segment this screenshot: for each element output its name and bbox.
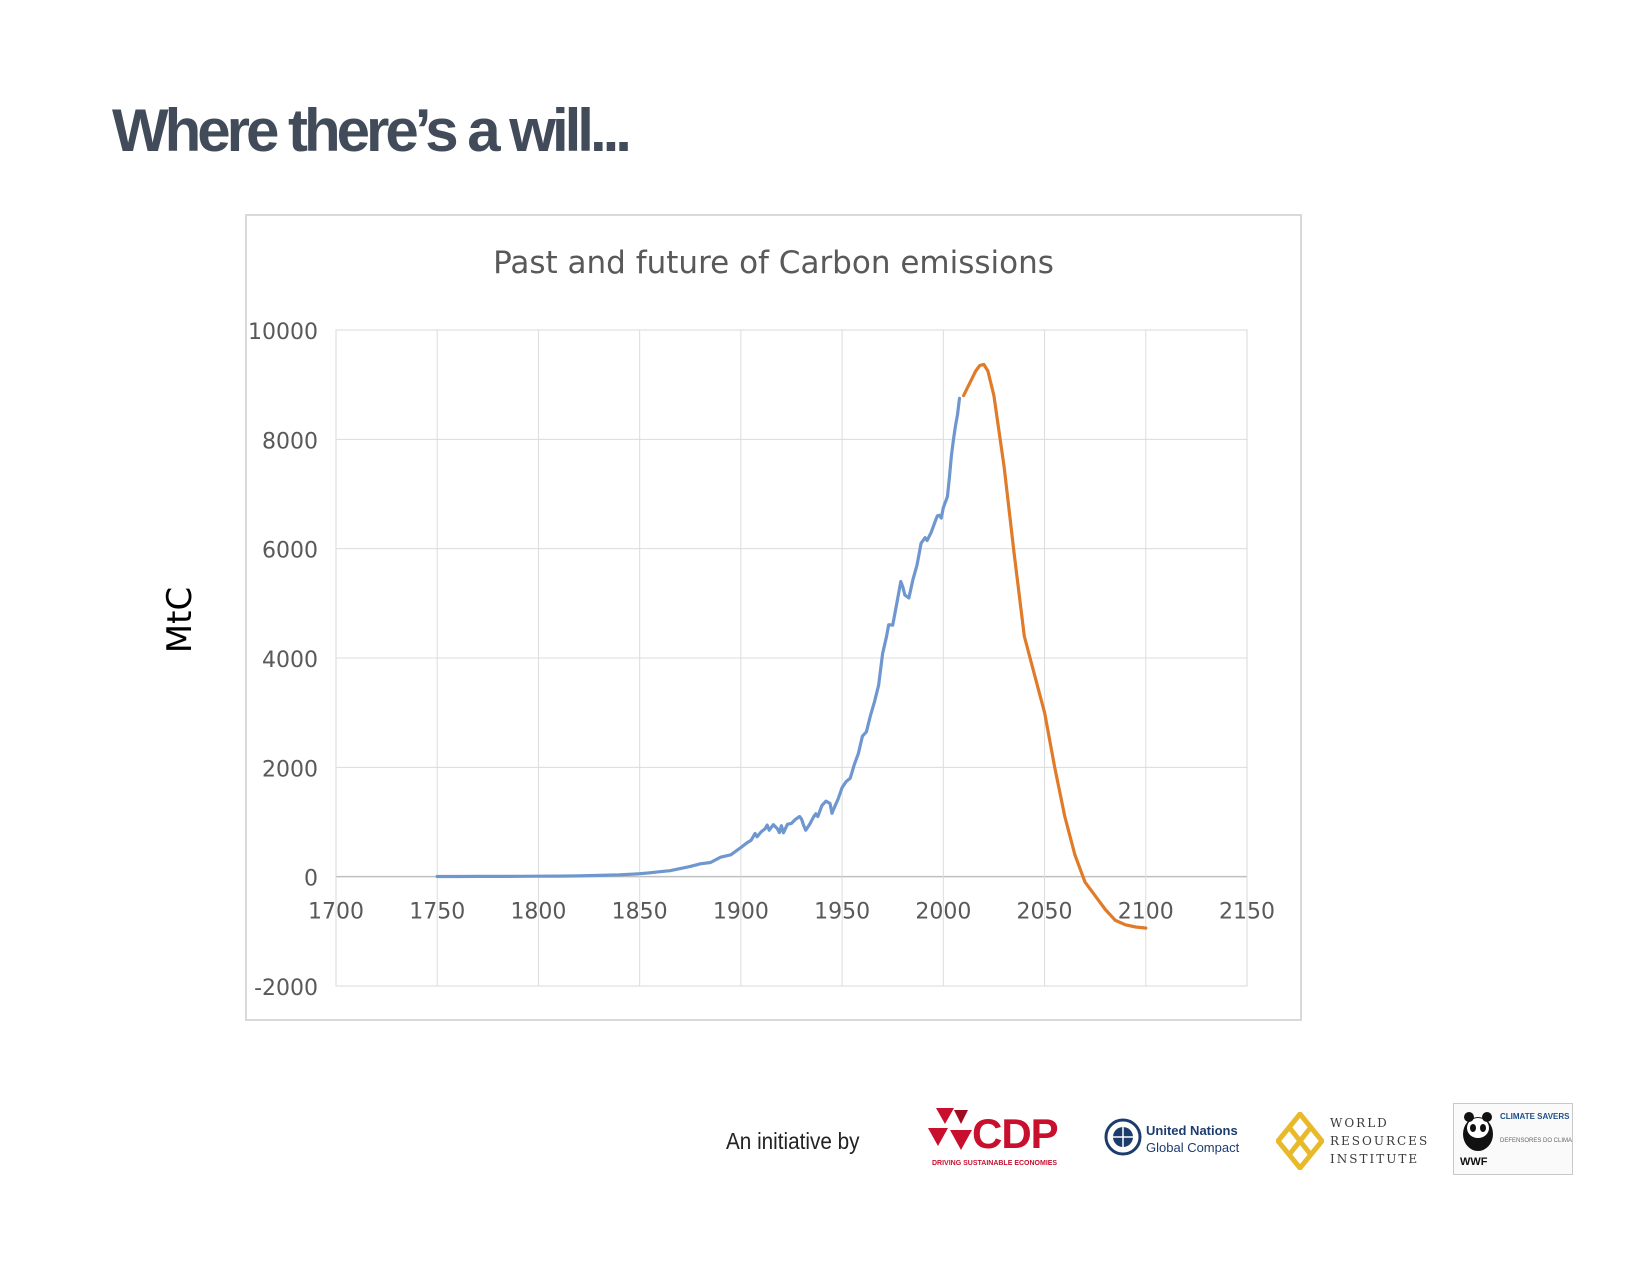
chart-title: Past and future of Carbon emissions [493, 245, 1054, 281]
cdp-mark-icon [928, 1108, 972, 1150]
x-tick-label: 1950 [814, 900, 870, 925]
wri-knot-icon [1276, 1112, 1324, 1170]
plot-border [335, 329, 1248, 987]
wwf-climate-savers-logo: WWF CLIMATE SAVERS DEFENSORES DO CLIMA [1453, 1103, 1573, 1175]
series-line-1 [435, 396, 962, 879]
wri-line-2: RESOURCES [1330, 1134, 1430, 1148]
initiative-label: An initiative by [726, 1128, 860, 1154]
y-tick-label: 6000 [262, 539, 318, 564]
wri-line-3: INSTITUTE [1330, 1152, 1420, 1166]
x-tick-label: 1850 [612, 900, 668, 925]
x-tick-label: 2050 [1017, 900, 1073, 925]
x-tick-label: 1700 [308, 900, 364, 925]
cdp-wordmark: CDP [972, 1110, 1059, 1157]
x-tick-label: 2000 [915, 900, 971, 925]
un-emblem-icon [1104, 1118, 1142, 1156]
cdp-tagline: DRIVING SUSTAINABLE ECONOMIES [932, 1160, 1058, 1167]
y-tick-label: 0 [304, 867, 318, 892]
un-global-compact-logo: United Nations Global Compact [1104, 1114, 1244, 1160]
panda-icon [1463, 1112, 1493, 1151]
series-line-2 [962, 362, 1148, 930]
ungc-line1: United Nations [1146, 1123, 1238, 1138]
ungc-line2: Global Compact [1146, 1140, 1240, 1155]
wwf-sub-line: DEFENSORES DO CLIMA [1500, 1138, 1573, 1144]
slide-title: Where there’s a will... [112, 97, 632, 164]
x-tick-label: 2100 [1118, 900, 1174, 925]
wwf-climate-savers: CLIMATE SAVERS [1500, 1112, 1570, 1121]
y-tick-label: 4000 [262, 648, 318, 673]
wri-logo: WORLD RESOURCES INSTITUTE [1276, 1110, 1430, 1174]
y-tick-label: 2000 [262, 757, 318, 782]
cdp-logo: CDP DRIVING SUSTAINABLE ECONOMIES [928, 1108, 1059, 1172]
wri-line-1: WORLD [1330, 1116, 1389, 1130]
x-tick-label: 1800 [510, 900, 566, 925]
x-tick-label: 1900 [713, 900, 769, 925]
x-tick-label: 2150 [1219, 900, 1275, 925]
y-tick-label: 8000 [262, 429, 318, 454]
x-tick-label: 1750 [409, 900, 465, 925]
y-tick-label: -2000 [254, 976, 318, 1001]
wwf-wordmark: WWF [1460, 1156, 1488, 1168]
y-tick-label: 10000 [248, 320, 318, 345]
chart-frame [245, 214, 1302, 1021]
